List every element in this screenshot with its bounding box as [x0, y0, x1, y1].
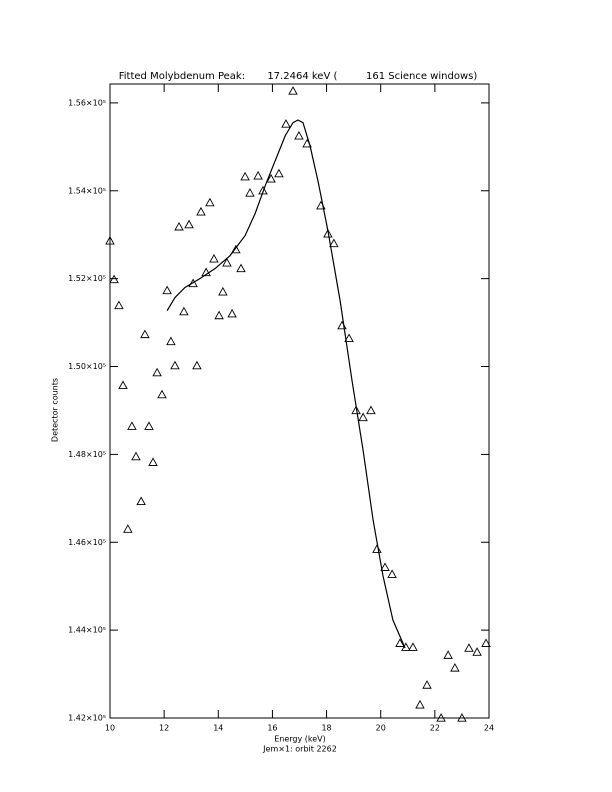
x-tick-label: 14 [213, 724, 223, 733]
data-point [358, 412, 368, 422]
data-point [464, 643, 474, 652]
data-point [166, 336, 176, 346]
data-point [222, 257, 232, 267]
data-point [337, 320, 347, 330]
plot-frame [109, 83, 490, 719]
y-tick-label: 1.52×10⁵ [68, 274, 106, 283]
data-point [457, 713, 467, 722]
x-tick-label: 18 [321, 724, 331, 733]
x-tick-label: 16 [267, 724, 277, 733]
data-point [443, 650, 453, 659]
data-point [344, 333, 354, 343]
data-point [131, 451, 141, 461]
x-tick-label: 12 [159, 724, 169, 733]
data-point [136, 496, 146, 506]
data-point [123, 524, 133, 533]
data-point [214, 310, 224, 320]
chart-title: Fitted Molybdenum Peak: 17.2464 keV ( 16… [119, 71, 478, 82]
data-point [144, 421, 154, 430]
data-point [205, 197, 215, 207]
data-point [152, 367, 162, 377]
y-tick-label: 1.50×10⁵ [68, 362, 106, 371]
data-point [114, 300, 124, 310]
subtitle: Jem×1: orbit 2262 [262, 745, 337, 754]
data-point [366, 405, 376, 415]
data-point [422, 680, 432, 689]
x-tick-label: 24 [484, 724, 494, 733]
data-point [201, 267, 211, 277]
data-point [253, 170, 263, 180]
data-point [245, 188, 255, 197]
data-point [294, 130, 304, 140]
x-tick-label: 10 [105, 724, 115, 733]
data-point [184, 219, 194, 229]
data-point [118, 380, 128, 390]
data-point [174, 221, 184, 231]
data-point [109, 274, 119, 284]
data-point [218, 286, 228, 296]
data-point [148, 457, 158, 466]
data-point [395, 638, 405, 647]
data-point [472, 647, 482, 656]
data-point [196, 206, 206, 216]
data-point [227, 308, 237, 318]
data-point [372, 544, 382, 553]
data-point [387, 569, 397, 578]
data-point [162, 285, 172, 295]
data-point [231, 244, 241, 254]
data-point [192, 360, 202, 370]
data-point [415, 699, 425, 709]
data-point [127, 421, 137, 430]
data-point [281, 119, 291, 128]
y-tick-label: 1.48×10⁵ [68, 450, 106, 459]
y-tick-label: 1.56×10⁵ [68, 98, 106, 107]
y-tick-label: 1.44×10⁵ [68, 626, 106, 635]
y-tick-label: 1.42×10⁵ [68, 714, 106, 723]
data-point [351, 405, 361, 415]
data-point [274, 168, 284, 178]
data-point [157, 389, 167, 399]
data-point [323, 228, 333, 238]
x-tick-label: 22 [430, 724, 440, 733]
x-axis-label: Energy (keV) [274, 735, 326, 744]
data-point [258, 185, 268, 195]
data-point [236, 263, 246, 273]
data-point [288, 86, 298, 95]
data-point [105, 235, 115, 245]
data-point [188, 278, 198, 288]
y-tick-label: 1.46×10⁵ [68, 538, 106, 547]
data-point [329, 238, 339, 248]
y-axis-label: Detector counts [51, 378, 60, 442]
data-point [179, 306, 189, 316]
y-tick-label: 1.54×10⁵ [68, 186, 106, 195]
data-point [266, 173, 276, 183]
data-point [170, 360, 180, 370]
data-point [436, 713, 446, 722]
x-tick-label: 20 [376, 724, 386, 733]
data-point [380, 562, 390, 571]
data-point [450, 662, 460, 672]
data-point [140, 329, 150, 339]
data-point [408, 642, 418, 651]
fit-line [166, 119, 406, 649]
data-point [240, 171, 250, 181]
data-point [209, 253, 219, 263]
data-point [481, 638, 491, 647]
